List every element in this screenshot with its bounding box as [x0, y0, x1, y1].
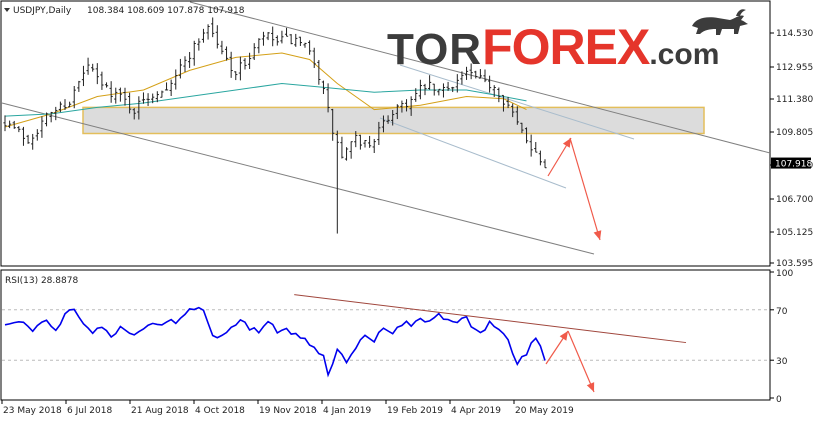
- price-level-label: 109.805: [776, 128, 813, 138]
- channel-lower-line: [1, 102, 595, 255]
- date-label: 23 May 2018: [3, 406, 62, 416]
- price-level-label: 106.700: [776, 195, 813, 205]
- rsi-trendline: [294, 294, 687, 344]
- date-label: 4 Apr 2019: [451, 406, 501, 416]
- date-label: 4 Oct 2018: [195, 406, 245, 416]
- rsi-level-lines: [2, 309, 769, 361]
- current-price-label: 107.918: [775, 160, 812, 170]
- rsi-forecast-arrows: [545, 330, 595, 393]
- price-level-label: 103.595: [776, 259, 813, 269]
- date-label: 19 Feb 2019: [387, 406, 443, 416]
- forecast-down-arrow-head: [593, 230, 602, 240]
- rsi-axis: 100 70 30 0: [770, 269, 793, 405]
- ma-line-0: [4, 52, 527, 128]
- brand-text-com: .com: [649, 38, 720, 71]
- rsi-forecast-down-arrow: [567, 330, 595, 393]
- inner-upper-line: [399, 64, 635, 140]
- price-axis: 114.530112.955111.380109.805108.230106.7…: [770, 29, 813, 269]
- date-label: 4 Jan 2019: [323, 406, 371, 416]
- rsi-level-label: 0: [776, 395, 782, 405]
- price-level-label: 111.380: [776, 95, 813, 105]
- forecast-up-arrow-head: [562, 138, 571, 148]
- rsi-forecast-down-arrow-head: [586, 382, 595, 392]
- rsi-level-label: 100: [776, 269, 793, 279]
- forecast-down-arrow: [569, 137, 601, 241]
- rsi-title: RSI(13) 28.8878: [5, 276, 78, 286]
- dropdown-triangle-icon[interactable]: [4, 8, 10, 12]
- forecast-arrows: [547, 137, 602, 241]
- brand-text-tor: TOR: [387, 25, 483, 74]
- price-level-label: 112.955: [776, 63, 813, 73]
- candles: [3, 17, 547, 234]
- symbol-header: USDJPY,Daily 108.384 108.609 107.878 107…: [4, 6, 245, 16]
- date-label: 19 Nov 2018: [259, 406, 317, 416]
- brand-text-forex: FOREX: [482, 19, 650, 75]
- rsi-forecast-up-arrow-head: [559, 331, 568, 341]
- price-level-label: 105.125: [776, 228, 813, 238]
- brand-logo: TORFOREX.com: [387, 18, 719, 76]
- date-label: 21 Aug 2018: [131, 406, 189, 416]
- inner-lower-line: [379, 117, 567, 189]
- symbol-label: USDJPY,Daily: [13, 6, 72, 16]
- bull-icon: [692, 9, 748, 36]
- current-price-tag: 107.918: [771, 157, 812, 170]
- date-label: 6 Jul 2018: [67, 406, 112, 416]
- date-axis: 23 May 2018 6 Jul 2018 21 Aug 2018 4 Oct 20…: [1, 400, 574, 416]
- rsi-pane: [0, 269, 771, 401]
- date-label: 20 May 2019: [515, 406, 574, 416]
- rsi-level-label: 70: [776, 307, 788, 317]
- rsi-series-line: [4, 306, 546, 378]
- ma-line-1: [4, 82, 527, 117]
- price-level-label: 114.530: [776, 29, 813, 39]
- moving-averages: [4, 52, 527, 128]
- ohlc-values: 108.384 108.609 107.878 107.918: [87, 6, 245, 16]
- rsi-line: [4, 294, 687, 378]
- rsi-level-label: 30: [776, 357, 788, 367]
